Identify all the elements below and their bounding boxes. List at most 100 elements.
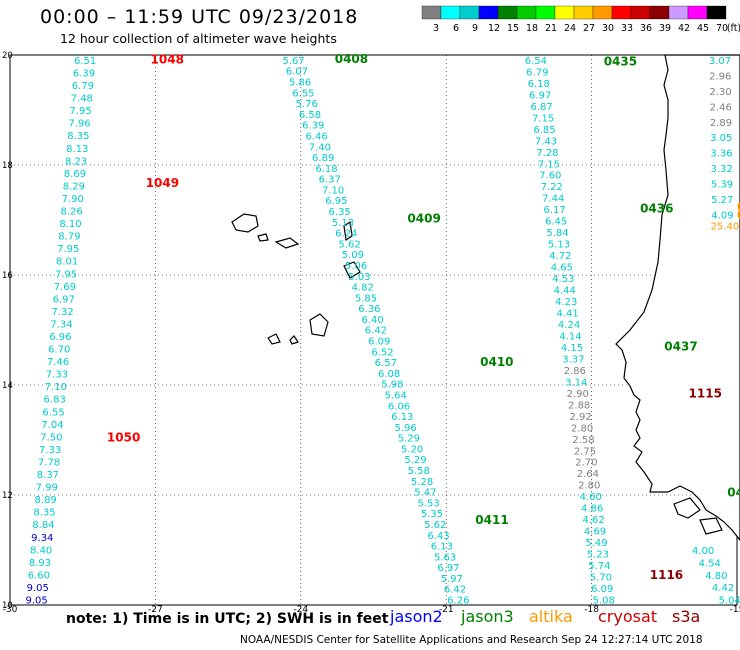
swh-value: 7.40 [309, 142, 331, 153]
swh-value: 2.86 [564, 366, 586, 377]
swh-value: 9.05 [26, 596, 48, 607]
colorbar-label: 33 [621, 23, 633, 34]
swh-value: 6.46 [305, 131, 327, 142]
swh-value: 6.51 [74, 56, 96, 67]
swh-value: 2.70 [575, 458, 597, 469]
island-fogo [267, 333, 281, 345]
swh-value: 2.90 [567, 389, 589, 400]
swh-value: 6.18 [528, 79, 550, 90]
colorbar-label: 27 [583, 23, 595, 34]
y-tick-label: 14 [2, 381, 13, 391]
swh-value: 5.97 [441, 574, 463, 585]
swh-value: 5.23 [587, 550, 609, 561]
colorbar-swatch [535, 5, 556, 20]
swh-value: 8.79 [58, 232, 80, 243]
sat-legend-jason2: jason2 [390, 607, 443, 626]
colorbar-label: 12 [488, 23, 500, 34]
colorbar-label: 6 [453, 23, 459, 34]
swh-value: 9.05 [27, 583, 49, 594]
swh-value: 5.96 [394, 423, 416, 434]
y-tick-label: 12 [2, 491, 13, 501]
swh-value: 6.13 [391, 412, 413, 423]
swh-value: 6.18 [315, 164, 337, 175]
chart-subtitle: 12 hour collection of altimeter wave hei… [60, 31, 337, 46]
swh-value: 2.89 [710, 118, 732, 129]
island-santiago [309, 313, 329, 337]
swh-value: 6.40 [361, 315, 383, 326]
swh-value: 6.97 [529, 90, 551, 101]
colorbar-label: 9 [472, 23, 478, 34]
colorbar-swatch [687, 5, 708, 20]
swh-value: 7.33 [39, 445, 61, 456]
swh-value: 7.95 [57, 244, 79, 255]
swh-value: 6.17 [543, 205, 565, 216]
pass-label: 0411 [475, 513, 508, 527]
sat-legend-jason3: jason3 [461, 607, 514, 626]
colorbar-label: 45 [697, 23, 709, 34]
swh-value: 7.33 [46, 370, 68, 381]
swh-value: 8.93 [29, 558, 51, 569]
swh-value: 7.34 [50, 319, 72, 330]
swh-value: 6.42 [444, 585, 466, 596]
y-tick-label: 16 [2, 271, 13, 281]
track-jason3: 6.546.796.186.976.877.156.857.437.287.15… [525, 56, 615, 607]
swh-value: 5.13 [548, 240, 570, 251]
swh-value: 8.13 [66, 144, 88, 155]
pass-label: 065 [737, 208, 740, 222]
swh-value: 5.62 [424, 520, 446, 531]
island-bijagos-2 [699, 517, 723, 535]
swh-value: 2.80 [578, 481, 600, 492]
colorbar-swatch [706, 5, 727, 20]
swh-value: 5.85 [355, 293, 377, 304]
swh-value: 5.09 [342, 250, 364, 261]
swh-value: 5.35 [421, 509, 443, 520]
swh-value: 4.72 [549, 251, 571, 262]
swh-value: 5.67 [282, 56, 304, 67]
swh-value: 2.46 [710, 102, 732, 113]
swh-value: 4.65 [551, 263, 573, 274]
swh-value: 5.58 [408, 466, 430, 477]
swh-value: 2.92 [569, 412, 591, 423]
swh-value: 6.83 [44, 395, 66, 406]
y-tick-label: 20 [2, 51, 13, 61]
swh-value: 4.09 [711, 211, 733, 222]
swh-value: 6.85 [533, 125, 555, 136]
swh-value: 6.55 [42, 407, 64, 418]
swh-value: 7.15 [538, 159, 560, 170]
swh-value: 5.28 [411, 477, 433, 488]
swh-value: 6.96 [49, 332, 71, 343]
colorbar-label: 39 [659, 23, 671, 34]
swh-value: 2.88 [568, 400, 590, 411]
swh-value: 6.52 [371, 347, 393, 358]
colorbar-swatch [421, 5, 442, 20]
colorbar-swatch [516, 5, 537, 20]
colorbar-swatch [649, 5, 670, 20]
swh-value: 7.46 [47, 357, 69, 368]
swh-value: 5.13 [332, 218, 354, 229]
swh-value: 4.24 [558, 320, 580, 331]
swh-value: 25.40 [711, 222, 740, 233]
swh-value: 2.64 [577, 469, 599, 480]
swh-value: 6.42 [365, 326, 387, 337]
swh-value: 6.43 [427, 531, 449, 542]
swh-value: 7.10 [322, 185, 344, 196]
swh-value: 6.35 [329, 207, 351, 218]
y-tick-label: 18 [2, 161, 13, 171]
colorbar-swatch [668, 5, 689, 20]
swh-value: 5.29 [398, 434, 420, 445]
swh-value: 7.78 [38, 457, 60, 468]
swh-value: 7.48 [71, 94, 93, 105]
colorbar-swatch [573, 5, 594, 20]
swh-value: 7.50 [40, 432, 62, 443]
colorbar-label: 24 [564, 23, 576, 34]
chart-title: 00:00 – 11:59 UTC 09/23/2018 [40, 6, 359, 28]
swh-value: 4.42 [712, 583, 734, 594]
pass-label: 065 [737, 200, 740, 214]
swh-value: 5.49 [585, 538, 607, 549]
pass-label: 0435 [604, 55, 637, 69]
island-sal [343, 220, 353, 242]
swh-value: 6.97 [53, 294, 75, 305]
swh-value: 2.75 [574, 446, 596, 457]
x-tick-label: -27 [148, 605, 163, 615]
swh-value: 6.09 [591, 584, 613, 595]
